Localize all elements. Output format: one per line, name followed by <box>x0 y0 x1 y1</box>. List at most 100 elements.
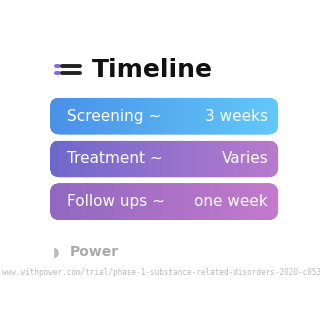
Bar <box>247 98 248 134</box>
Bar <box>261 141 262 177</box>
Bar <box>55 141 56 177</box>
Bar <box>65 98 66 134</box>
Bar <box>154 98 155 134</box>
Bar <box>105 183 106 220</box>
Bar <box>80 141 81 177</box>
Bar <box>149 98 150 134</box>
Bar <box>63 183 64 220</box>
Bar <box>70 98 71 134</box>
Bar <box>142 98 143 134</box>
Bar <box>115 141 116 177</box>
Bar <box>184 98 185 134</box>
Bar <box>256 141 257 177</box>
Bar <box>101 98 102 134</box>
Bar <box>117 141 118 177</box>
Bar <box>90 141 91 177</box>
Bar <box>58 183 59 220</box>
Bar <box>249 98 250 134</box>
Bar <box>79 141 80 177</box>
Bar <box>205 183 206 220</box>
Bar <box>187 183 188 220</box>
Bar <box>194 98 195 134</box>
Bar <box>198 183 199 220</box>
Bar <box>54 183 55 220</box>
Bar <box>177 183 178 220</box>
Bar <box>105 141 106 177</box>
Bar <box>70 98 71 134</box>
Bar <box>58 98 59 134</box>
Bar <box>113 183 114 220</box>
Bar <box>184 141 185 177</box>
Bar <box>264 183 265 220</box>
Bar <box>277 141 278 177</box>
Bar <box>58 141 59 177</box>
Bar <box>128 141 129 177</box>
Bar <box>113 98 114 134</box>
Bar <box>133 183 134 220</box>
Bar <box>216 98 217 134</box>
Bar <box>220 98 221 134</box>
Bar <box>252 98 253 134</box>
Bar <box>85 141 86 177</box>
Bar <box>52 183 53 220</box>
Bar <box>114 98 115 134</box>
Bar <box>159 141 160 177</box>
Bar <box>212 98 213 134</box>
Bar <box>169 141 170 177</box>
Bar <box>173 183 174 220</box>
Bar <box>225 183 226 220</box>
Bar <box>163 183 164 220</box>
Bar <box>133 141 134 177</box>
Bar <box>157 98 158 134</box>
Bar <box>209 183 210 220</box>
Bar <box>238 98 239 134</box>
Bar <box>157 183 158 220</box>
Bar <box>132 141 133 177</box>
Bar <box>59 98 60 134</box>
Bar <box>255 183 256 220</box>
Bar <box>244 141 245 177</box>
Bar <box>103 183 104 220</box>
Bar <box>210 183 211 220</box>
Bar <box>131 98 132 134</box>
Bar <box>204 183 205 220</box>
Bar <box>216 98 217 134</box>
Bar <box>77 98 78 134</box>
Bar <box>162 141 163 177</box>
Bar <box>159 98 160 134</box>
Bar <box>254 98 255 134</box>
Bar <box>179 141 180 177</box>
Bar <box>130 183 131 220</box>
Bar <box>67 98 68 134</box>
Bar <box>162 183 163 220</box>
Bar <box>262 141 263 177</box>
Bar <box>156 98 157 134</box>
Bar <box>203 98 204 134</box>
Bar <box>81 141 82 177</box>
Bar <box>60 141 61 177</box>
Bar <box>165 141 166 177</box>
Bar <box>210 183 211 220</box>
Bar <box>268 141 269 177</box>
Bar <box>118 98 119 134</box>
Bar <box>171 141 172 177</box>
Bar <box>243 98 244 134</box>
Bar <box>115 141 116 177</box>
Bar <box>87 98 88 134</box>
Bar <box>153 183 154 220</box>
Bar <box>68 183 69 220</box>
Bar <box>194 141 195 177</box>
Bar <box>111 98 112 134</box>
Bar <box>54 141 55 177</box>
Bar <box>69 141 70 177</box>
Bar <box>167 141 168 177</box>
Bar <box>65 141 66 177</box>
Bar <box>172 183 173 220</box>
Bar <box>69 98 70 134</box>
Bar <box>196 183 197 220</box>
Bar <box>201 98 202 134</box>
Bar <box>111 141 112 177</box>
Bar <box>107 141 108 177</box>
Bar <box>137 98 138 134</box>
Bar <box>276 98 277 134</box>
